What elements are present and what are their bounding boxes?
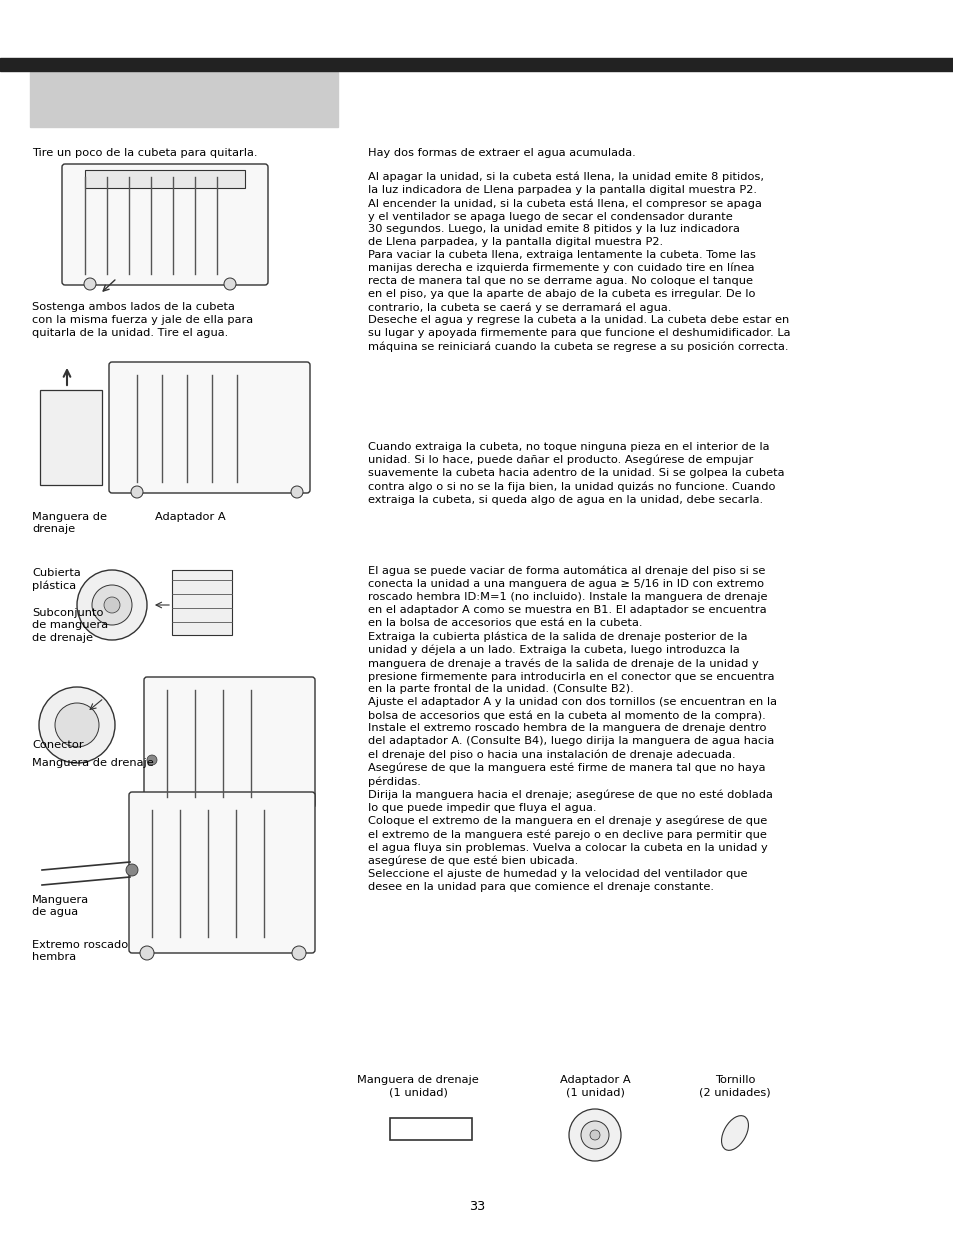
Circle shape [147, 755, 157, 764]
Circle shape [140, 946, 153, 960]
Bar [30, 72, 337, 127]
Circle shape [131, 487, 143, 498]
Circle shape [580, 1121, 608, 1149]
Text: Adaptador A
(1 unidad): Adaptador A (1 unidad) [559, 1074, 630, 1098]
Bar [390, 1118, 472, 1140]
Circle shape [224, 278, 235, 290]
Ellipse shape [720, 1115, 748, 1150]
Text: Extremo roscado
hembra: Extremo roscado hembra [32, 940, 128, 962]
Text: Hay dos formas de extraer el agua acumulada.: Hay dos formas de extraer el agua acumul… [368, 148, 635, 158]
Text: Adaptador A: Adaptador A [154, 513, 226, 522]
Text: Cuando extraiga la cubeta, no toque ninguna pieza en el interior de la
unidad. S: Cuando extraiga la cubeta, no toque ning… [368, 442, 783, 505]
Text: Manguera de drenaje: Manguera de drenaje [32, 758, 153, 768]
Bar [40, 390, 102, 485]
Bar [172, 571, 232, 635]
Text: Manguera de
drenaje: Manguera de drenaje [32, 513, 107, 535]
Circle shape [77, 571, 147, 640]
Circle shape [91, 585, 132, 625]
Circle shape [568, 1109, 620, 1161]
Text: Manguera
de agua: Manguera de agua [32, 895, 89, 918]
Text: Sostenga ambos lados de la cubeta
con la misma fuerza y jale de ella para
quitar: Sostenga ambos lados de la cubeta con la… [32, 303, 253, 338]
Text: Al apagar la unidad, si la cubeta está llena, la unidad emite 8 pitidos,
la luz : Al apagar la unidad, si la cubeta está l… [368, 172, 790, 352]
Circle shape [104, 597, 120, 613]
Text: El agua se puede vaciar de forma automática al drenaje del piso si se
conecta la: El agua se puede vaciar de forma automát… [368, 566, 776, 892]
Text: Manguera de drenaje
(1 unidad): Manguera de drenaje (1 unidad) [356, 1074, 478, 1098]
Circle shape [292, 946, 306, 960]
Circle shape [84, 278, 96, 290]
Circle shape [55, 703, 99, 747]
Circle shape [39, 687, 115, 763]
FancyBboxPatch shape [144, 677, 314, 808]
Text: Cubierta
plástica: Cubierta plástica [32, 568, 81, 592]
FancyBboxPatch shape [62, 164, 268, 285]
Circle shape [589, 1130, 599, 1140]
Text: Subconjunto
de manguera
de drenaje: Subconjunto de manguera de drenaje [32, 608, 108, 642]
FancyBboxPatch shape [129, 792, 314, 953]
Circle shape [291, 487, 303, 498]
Text: Tire un poco de la cubeta para quitarla.: Tire un poco de la cubeta para quitarla. [32, 148, 257, 158]
Text: Tornillo
(2 unidades): Tornillo (2 unidades) [699, 1074, 770, 1098]
FancyBboxPatch shape [109, 362, 310, 493]
Bar [0, 58, 953, 70]
Circle shape [126, 864, 138, 876]
Text: Conector: Conector [32, 740, 84, 750]
Text: 33: 33 [468, 1200, 485, 1213]
Bar [85, 170, 245, 188]
